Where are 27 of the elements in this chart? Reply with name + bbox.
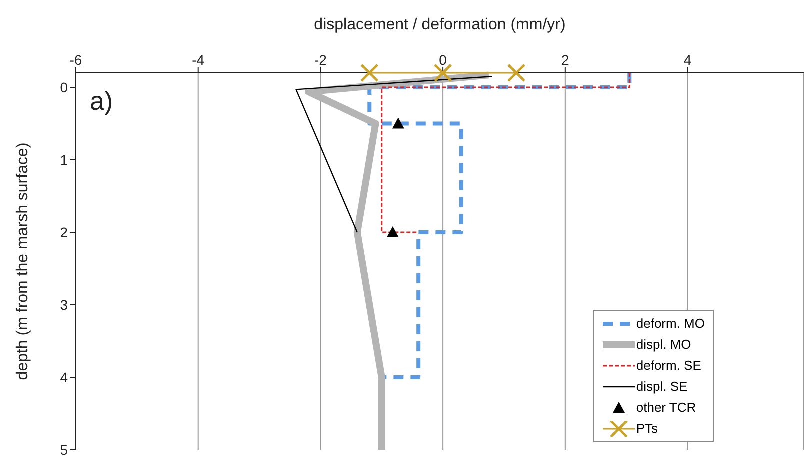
legend-label: deform. MO [636,316,705,331]
x-tick-label: -6 [70,52,82,68]
y-tick-label: 3 [60,296,68,313]
legend-label: other TCR [636,400,696,415]
x-axis-title: displacement / deformation (mm/yr) [314,16,566,34]
point [360,64,379,82]
legend-label: PTs [636,421,658,436]
annotation: a) [90,86,114,117]
legend-label: deform. SE [636,358,702,373]
legend-label: displ. MO [636,337,692,352]
y-tick-label: 4 [60,369,68,386]
point [386,226,399,238]
point [392,118,404,129]
line-series [368,71,632,380]
y-axis-title: depth (m from the marsh surface) [14,142,32,380]
x-tick-label: 0 [439,52,448,68]
x-tick-label: -2 [314,52,328,68]
legend-label: displ. SE [636,379,688,394]
x-tick-label: -4 [192,52,205,68]
x-tick-label: 4 [684,52,692,68]
x-tick-label: 2 [562,52,570,68]
point [434,64,452,82]
y-tick-label: 5 [60,442,68,458]
point [507,64,526,82]
y-tick-label: 1 [60,152,68,168]
y-tick-label: 2 [60,224,68,240]
y-tick-label: 0 [60,79,68,96]
